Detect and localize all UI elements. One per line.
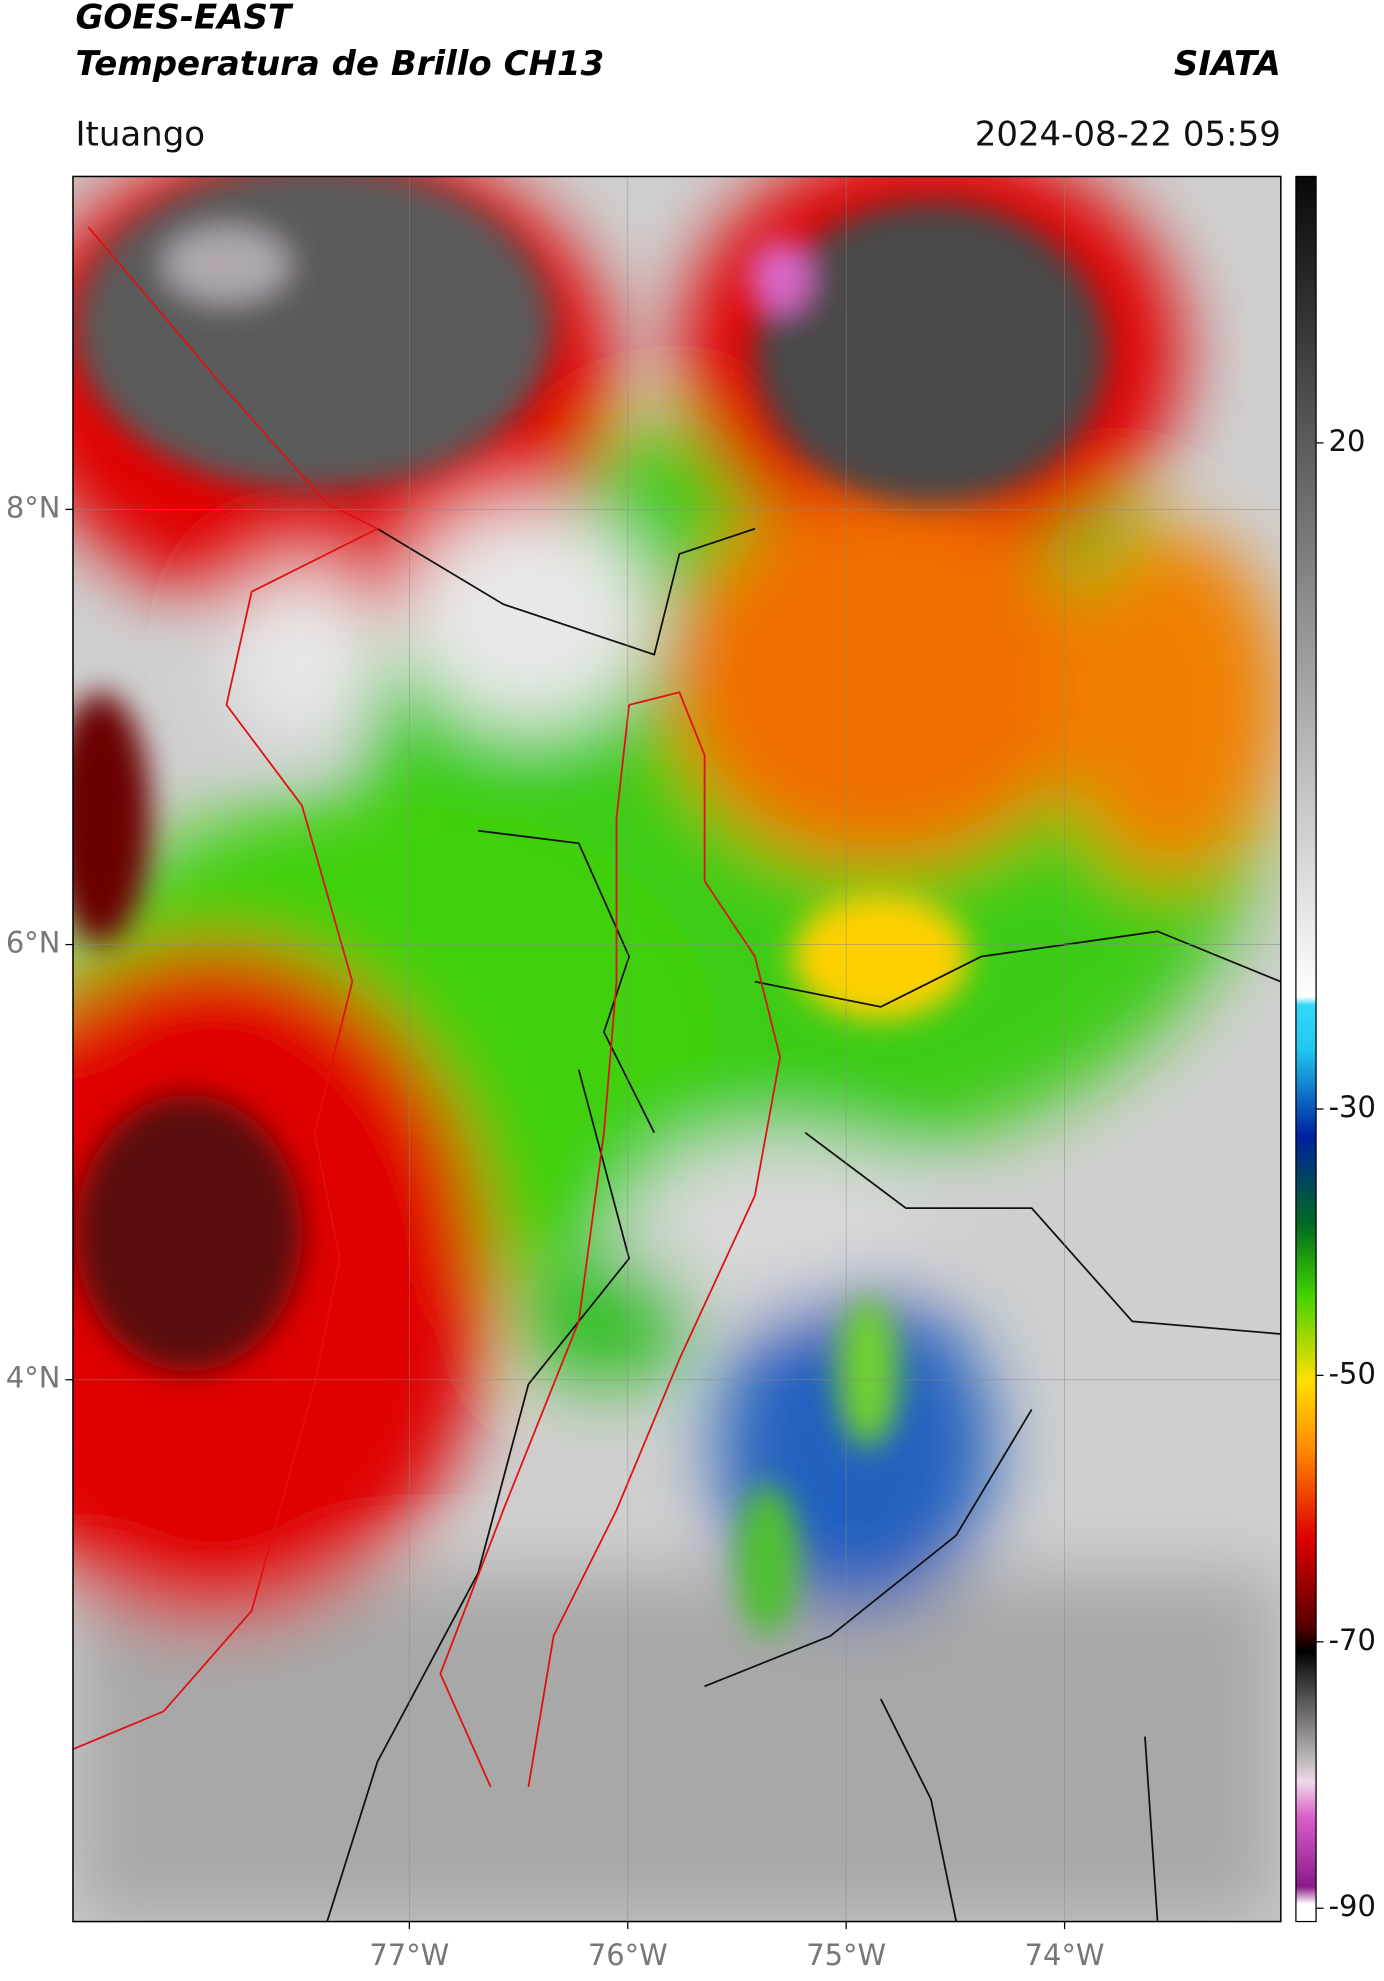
colorbar-tick-label: -30 bbox=[1329, 1090, 1376, 1124]
x-tick-label: 76°W bbox=[588, 1938, 668, 1972]
title: GOES-EAST bbox=[75, 0, 293, 38]
organization: SIATA bbox=[1174, 44, 1281, 84]
colorbar-tick-label: -50 bbox=[1329, 1356, 1376, 1390]
colorbar bbox=[1295, 175, 1317, 1923]
y-tick-label: 8°N bbox=[6, 490, 61, 524]
map-frame bbox=[72, 175, 1282, 1923]
datetime: 2024-08-22 05:59 bbox=[975, 115, 1281, 155]
y-tick-label: 4°N bbox=[6, 1361, 61, 1395]
y-tick-label: 6°N bbox=[6, 926, 61, 960]
colorbar-tick-label: -90 bbox=[1329, 1889, 1376, 1923]
colorbar-tick-label: 20 bbox=[1329, 424, 1366, 458]
x-tick-label: 74°W bbox=[1025, 1938, 1105, 1972]
x-tick-label: 75°W bbox=[806, 1938, 886, 1972]
location: Ituango bbox=[75, 115, 205, 155]
satellite-image bbox=[72, 176, 1281, 1922]
gridlines bbox=[72, 176, 1281, 1922]
colorbar-tick-label: -70 bbox=[1329, 1623, 1376, 1657]
x-tick-label: 77°W bbox=[369, 1938, 449, 1972]
title: Temperatura de Brillo CH13 bbox=[75, 44, 604, 84]
